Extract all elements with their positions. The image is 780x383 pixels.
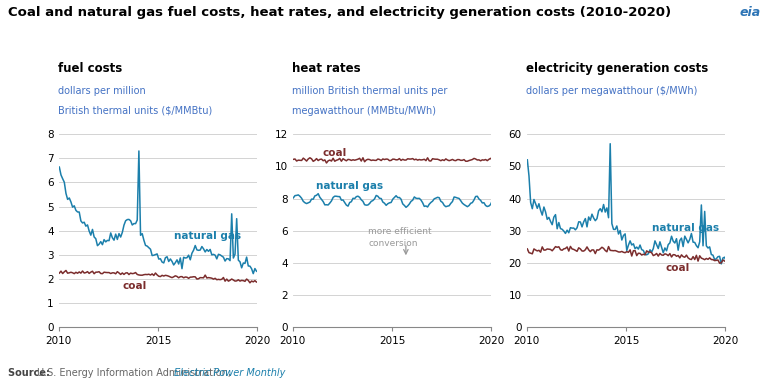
Text: natural gas: natural gas xyxy=(174,231,241,241)
Text: fuel costs: fuel costs xyxy=(58,62,122,75)
Text: dollars per million: dollars per million xyxy=(58,86,147,97)
Text: heat rates: heat rates xyxy=(292,62,361,75)
Text: Coal and natural gas fuel costs, heat rates, and electricity generation costs (2: Coal and natural gas fuel costs, heat ra… xyxy=(8,6,671,19)
Text: Electric Power Monthly: Electric Power Monthly xyxy=(174,368,285,378)
Text: Source:: Source: xyxy=(8,368,53,378)
Text: U.S. Energy Information Administration,: U.S. Energy Information Administration, xyxy=(37,368,235,378)
Text: dollars per megawatthour ($/MWh): dollars per megawatthour ($/MWh) xyxy=(526,86,698,97)
Text: eia: eia xyxy=(739,6,760,19)
Text: electricity generation costs: electricity generation costs xyxy=(526,62,709,75)
Text: million British thermal units per: million British thermal units per xyxy=(292,86,448,97)
Text: coal: coal xyxy=(122,281,147,291)
Text: coal: coal xyxy=(322,148,346,158)
Text: natural gas: natural gas xyxy=(652,223,719,233)
Text: megawatthour (MMBtu/MWh): megawatthour (MMBtu/MWh) xyxy=(292,106,437,116)
Text: natural gas: natural gas xyxy=(317,181,384,191)
Text: British thermal units ($/MMBtu): British thermal units ($/MMBtu) xyxy=(58,106,213,116)
Text: coal: coal xyxy=(666,263,690,273)
Text: more efficient
conversion: more efficient conversion xyxy=(368,227,431,247)
